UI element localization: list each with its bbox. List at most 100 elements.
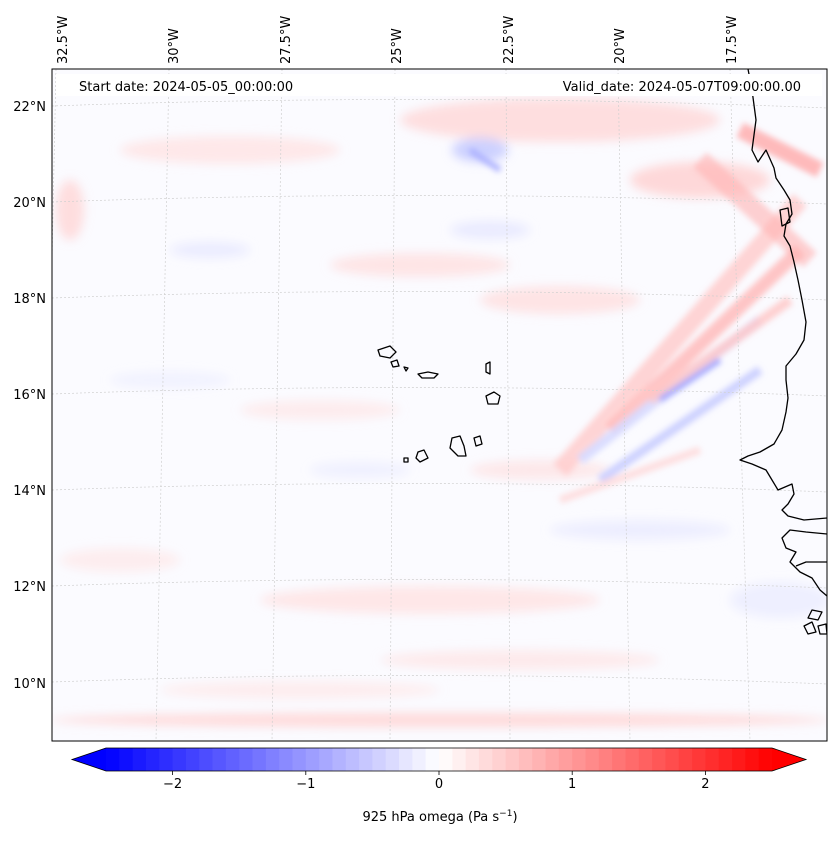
lon-label-27-5: 27.5°W	[279, 16, 294, 64]
lon-label-32-5: 32.5°W	[56, 16, 71, 64]
colorbar-label: 925 hPa omega (Pa s−1)	[362, 809, 517, 825]
graticule-lon-27-5	[271, 69, 283, 741]
colorbar-segment	[372, 748, 387, 771]
lat-label-14: 14°N	[13, 484, 46, 499]
colorbar-segment	[452, 748, 467, 771]
colorbar-segment	[465, 748, 480, 771]
colorbar-label-end: )	[512, 810, 517, 825]
lon-label-25: 25°W	[390, 28, 405, 64]
colorbar-segment	[319, 748, 333, 771]
colorbar-outline	[70, 747, 808, 772]
colorbar-segment	[106, 748, 120, 771]
latitude-labels: 22°N 20°N 18°N 16°N 14°N 12°N 10°N	[13, 100, 46, 692]
graticule-lat-20	[52, 195, 827, 205]
lon-label-22-5: 22.5°W	[502, 16, 517, 64]
colorbar-segment	[638, 748, 653, 771]
colorbar-segment	[532, 748, 546, 771]
island-sal	[485, 361, 491, 375]
colorbar-label-main: 925 hPa omega (Pa s	[362, 810, 499, 825]
graticule	[52, 69, 827, 741]
map-frame	[51, 68, 828, 742]
annotation-strip	[56, 74, 822, 96]
lon-label-17-5: 17.5°W	[725, 16, 740, 64]
colorbar-segment	[292, 748, 307, 771]
colorbar-segments	[106, 748, 773, 771]
graticule-lat-22	[52, 99, 827, 109]
colorbar-segment	[478, 748, 493, 771]
graticule-lon-32-5	[52, 69, 57, 278]
island-boa-vista	[485, 391, 501, 405]
colorbar-segment	[758, 748, 773, 771]
graticule-lat-14	[52, 483, 827, 493]
colorbar-segment	[612, 748, 626, 771]
colorbar-segment	[132, 748, 147, 771]
colorbar-segment	[572, 748, 586, 771]
colorbar-segment	[239, 748, 253, 771]
graticule-lon-30	[155, 69, 170, 741]
island-santo-antao	[377, 345, 397, 359]
island-maio	[473, 435, 483, 447]
colorbar-segment	[732, 748, 746, 771]
colorbar-segment	[172, 748, 187, 771]
graticule-lon-17-5	[729, 69, 751, 741]
colorbar-segment	[305, 748, 320, 771]
colorbar-segment	[412, 748, 427, 771]
graticule-lat-18	[52, 291, 827, 301]
coastlines	[377, 69, 827, 635]
colorbar-tick-label: 1	[568, 777, 576, 792]
colorbar-segment	[265, 748, 280, 771]
colorbar-tick-label: −2	[163, 777, 182, 792]
colorbar-segment	[652, 748, 666, 771]
lon-label-20: 20°W	[613, 28, 628, 64]
omega-diffuse-patches	[52, 98, 827, 727]
island-sao-nicolau	[417, 371, 439, 379]
colorbar-segment	[545, 748, 560, 771]
colorbar-segment	[212, 748, 227, 771]
colorbar-segment	[598, 748, 613, 771]
colorbar-segment	[585, 748, 600, 771]
colorbar-segment	[745, 748, 760, 771]
gambia-river-coast	[795, 561, 827, 567]
colorbar-segment	[518, 748, 533, 771]
bijagos-islet-1	[807, 609, 823, 621]
bijagos-islet-2	[803, 621, 817, 635]
lat-label-18: 18°N	[13, 292, 46, 307]
colorbar-segment	[665, 748, 680, 771]
colorbar-segment	[505, 748, 520, 771]
graticule-lon-22-5	[505, 69, 511, 741]
graticule-lat-12	[52, 579, 827, 589]
colorbar-segment	[252, 748, 267, 771]
colorbar-tick-label: 2	[701, 777, 709, 792]
island-brava	[403, 457, 409, 463]
colorbar-segment	[145, 748, 160, 771]
lat-label-10: 10°N	[13, 677, 46, 692]
longitude-labels: 32.5°W 30°W 27.5°W 25°W 22.5°W 20°W 17.5…	[56, 16, 740, 64]
colorbar-segment	[558, 748, 573, 771]
map-panel: Start date: 2024-05-05_00:00:00 Valid_da…	[51, 68, 828, 742]
colorbar-segment	[359, 748, 373, 771]
colorbar: −2 −1 0 1 2 925 hPa omega (Pa s−1)	[70, 747, 808, 825]
colorbar-segment	[345, 748, 360, 771]
african-coastline	[739, 69, 827, 521]
lat-label-16: 16°N	[13, 388, 46, 403]
colorbar-segment	[692, 748, 706, 771]
colorbar-segment	[705, 748, 720, 771]
omega-field	[52, 69, 827, 741]
colorbar-segment	[718, 748, 733, 771]
colorbar-segment	[332, 748, 347, 771]
island-santa-luzia	[403, 366, 409, 372]
colorbar-segment	[492, 748, 506, 771]
graticule-lat-10	[52, 675, 827, 685]
banc-d-arguin-islet	[779, 207, 791, 227]
colorbar-label-exponent: −1	[499, 809, 512, 819]
island-santiago	[449, 435, 467, 457]
lat-label-12: 12°N	[13, 580, 46, 595]
graticule-lon-25	[389, 69, 396, 741]
guinea-bissau-coast	[781, 529, 827, 597]
valid-date-label: Valid_date: 2024-05-07T09:00:00.00	[563, 80, 801, 95]
colorbar-segment	[185, 748, 200, 771]
colorbar-segment	[199, 748, 213, 771]
start-date-label: Start date: 2024-05-05_00:00:00	[79, 80, 293, 95]
island-sao-vicente	[390, 359, 400, 368]
colorbar-segment	[399, 748, 413, 771]
